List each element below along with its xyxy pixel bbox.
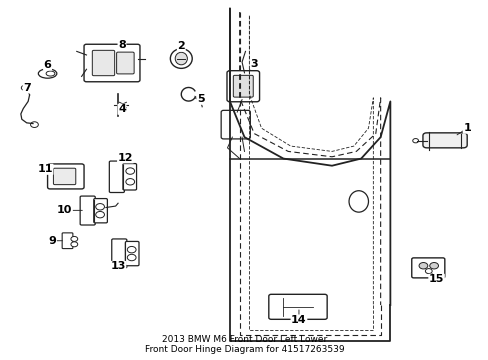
Text: 6: 6 [43, 60, 51, 70]
Text: 15: 15 [428, 274, 443, 284]
FancyBboxPatch shape [221, 111, 250, 139]
FancyBboxPatch shape [411, 258, 444, 278]
Circle shape [429, 262, 438, 269]
Ellipse shape [38, 69, 57, 78]
Text: 3: 3 [250, 59, 258, 69]
Text: 10: 10 [57, 205, 72, 215]
FancyBboxPatch shape [92, 50, 115, 76]
FancyBboxPatch shape [122, 163, 136, 190]
Circle shape [125, 179, 134, 185]
FancyBboxPatch shape [62, 233, 73, 249]
Circle shape [412, 139, 418, 143]
Text: 14: 14 [290, 315, 306, 325]
Text: 11: 11 [37, 164, 53, 174]
FancyBboxPatch shape [80, 196, 95, 225]
Text: 8: 8 [118, 40, 125, 50]
Circle shape [425, 269, 431, 274]
Text: 9: 9 [48, 236, 56, 246]
Circle shape [125, 168, 134, 174]
Text: 2013 BMW M6 Front Door Left Lower
Front Door Hinge Diagram for 41517263539: 2013 BMW M6 Front Door Left Lower Front … [144, 335, 344, 354]
Ellipse shape [46, 71, 55, 76]
FancyBboxPatch shape [112, 239, 126, 268]
Text: 5: 5 [197, 94, 204, 104]
FancyBboxPatch shape [125, 242, 139, 266]
FancyBboxPatch shape [109, 161, 124, 193]
Circle shape [71, 242, 78, 247]
FancyBboxPatch shape [84, 44, 140, 82]
Text: 1: 1 [462, 123, 470, 133]
Circle shape [418, 262, 427, 269]
Ellipse shape [175, 52, 187, 65]
FancyBboxPatch shape [422, 133, 466, 148]
FancyBboxPatch shape [116, 52, 134, 74]
Circle shape [71, 237, 78, 242]
FancyBboxPatch shape [47, 164, 84, 189]
Circle shape [30, 122, 38, 127]
Ellipse shape [348, 191, 368, 212]
FancyBboxPatch shape [53, 168, 76, 185]
Text: 4: 4 [118, 104, 125, 114]
FancyBboxPatch shape [268, 294, 326, 319]
Circle shape [127, 247, 136, 253]
FancyBboxPatch shape [94, 199, 107, 223]
Circle shape [96, 203, 104, 210]
FancyBboxPatch shape [226, 71, 259, 102]
Ellipse shape [170, 49, 192, 68]
Text: 2: 2 [177, 41, 185, 51]
Circle shape [96, 211, 104, 218]
Text: 7: 7 [23, 83, 31, 93]
Circle shape [127, 254, 136, 261]
Text: 12: 12 [118, 153, 133, 163]
Text: 13: 13 [110, 261, 125, 271]
FancyBboxPatch shape [233, 75, 253, 97]
Circle shape [21, 85, 28, 90]
